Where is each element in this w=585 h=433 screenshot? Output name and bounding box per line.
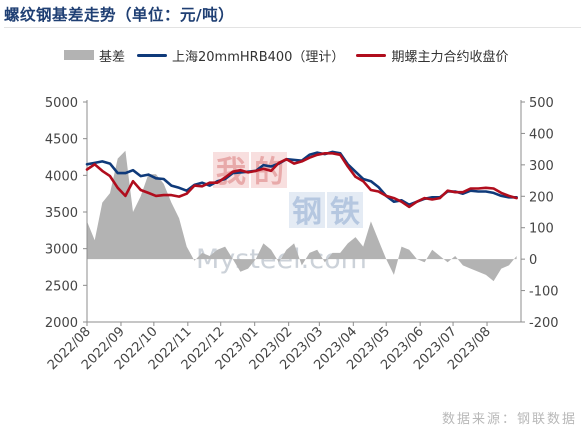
source-note: 数据来源：钢联数据 <box>441 412 577 427</box>
legend-label-basis: 基差 <box>99 49 126 65</box>
right-axis-tick-label: 400 <box>529 127 554 142</box>
right-axis-tick-label: 0 <box>529 253 537 268</box>
right-axis-tick-label: -200 <box>529 316 559 331</box>
legend-item-spot: 上海20mmHRB400（理计） <box>137 46 344 65</box>
basis-area <box>87 150 517 282</box>
right-axis-tick-label: 200 <box>529 190 554 205</box>
left-axis-tick-label: 2000 <box>45 316 78 331</box>
legend-label-futures: 期螺主力合约收盘价 <box>391 49 509 65</box>
left-axis-tick-label: 2500 <box>45 279 78 294</box>
right-axis-tick-label: 100 <box>529 222 554 237</box>
legend-item-futures: 期螺主力合约收盘价 <box>356 46 508 65</box>
right-axis-tick-label: 300 <box>529 159 554 174</box>
watermark-char: 钢 <box>292 195 322 230</box>
title-divider <box>4 27 581 28</box>
left-axis-tick-label: 5000 <box>45 96 78 111</box>
left-axis-tick-label: 4000 <box>45 169 78 184</box>
chart-title: 螺纹钢基差走势（单位：元/吨） <box>4 6 235 24</box>
legend: 基差 上海20mmHRB400（理计） 期螺主力合约收盘价 <box>64 45 520 65</box>
left-axis-tick-label: 3000 <box>45 243 78 258</box>
right-axis-tick-label: -100 <box>529 285 559 300</box>
legend-item-basis: 基差 <box>64 46 125 65</box>
watermark-tile <box>327 192 363 228</box>
watermark-char: 的 <box>254 155 284 190</box>
futures-price-line <box>85 152 518 209</box>
watermark-tile <box>289 192 325 228</box>
legend-swatch-spot <box>137 53 168 57</box>
left-axis-tick-label: 3500 <box>45 206 78 221</box>
left-axis-tick-label: 4500 <box>45 133 78 148</box>
legend-label-spot: 上海20mmHRB400（理计） <box>172 49 345 65</box>
right-axis-tick-label: 500 <box>529 96 554 111</box>
legend-swatch-basis <box>64 50 94 60</box>
watermark-char: 铁 <box>330 195 360 230</box>
legend-swatch-futures <box>356 53 387 57</box>
